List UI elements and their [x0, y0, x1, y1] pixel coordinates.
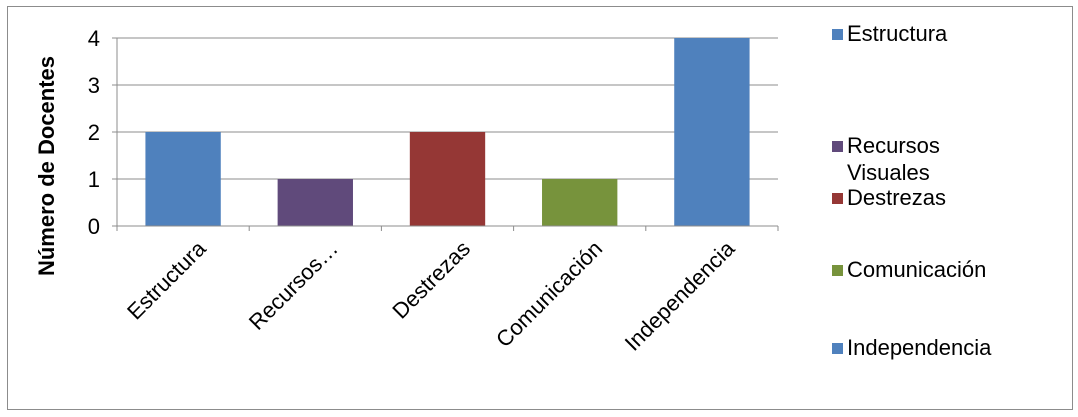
y-axis-title: Número de Docentes: [34, 56, 59, 276]
bar: [542, 179, 618, 226]
x-category-label: Estructura: [122, 235, 211, 324]
y-tick-label: 0: [88, 214, 100, 239]
legend-item: Recursos Visuales: [832, 132, 1017, 186]
legend-swatch: [832, 29, 843, 40]
legend-label: Destrezas: [847, 185, 947, 210]
legend-item: Independencia: [832, 334, 1017, 361]
bars: [145, 38, 750, 226]
x-category-label: Comunicación: [491, 236, 607, 352]
axes: [112, 37, 779, 231]
y-tick-label: 1: [88, 167, 100, 192]
legend-swatch: [832, 343, 843, 354]
x-category-label: Recursos…: [244, 236, 343, 335]
x-category-label: Destrezas: [387, 236, 475, 324]
y-tick-label: 3: [88, 73, 100, 98]
legend-swatch: [832, 265, 843, 276]
legend-label: Comunicación: [847, 257, 987, 282]
y-tick-label: 4: [88, 26, 100, 51]
bar: [674, 38, 750, 226]
legend-label: Independencia: [847, 335, 992, 360]
y-tick-labels: 0 1 2 3 4: [88, 26, 100, 239]
legend-label: Recursos Visuales: [847, 133, 940, 185]
bar: [277, 179, 353, 226]
legend-item: Comunicación: [832, 256, 1017, 283]
legend-swatch: [832, 193, 843, 204]
legend-swatch: [832, 141, 843, 152]
x-category-labels: Estructura Recursos… Destrezas Comunicación…: [122, 235, 740, 355]
x-category-label: Independencia: [620, 235, 740, 355]
legend-item: Destrezas: [832, 184, 1017, 211]
bar: [409, 132, 486, 226]
legend-item: Estructura: [832, 20, 1017, 47]
legend-label: Estructura: [847, 21, 948, 46]
bar: [145, 132, 221, 226]
y-tick-label: 2: [88, 120, 100, 145]
